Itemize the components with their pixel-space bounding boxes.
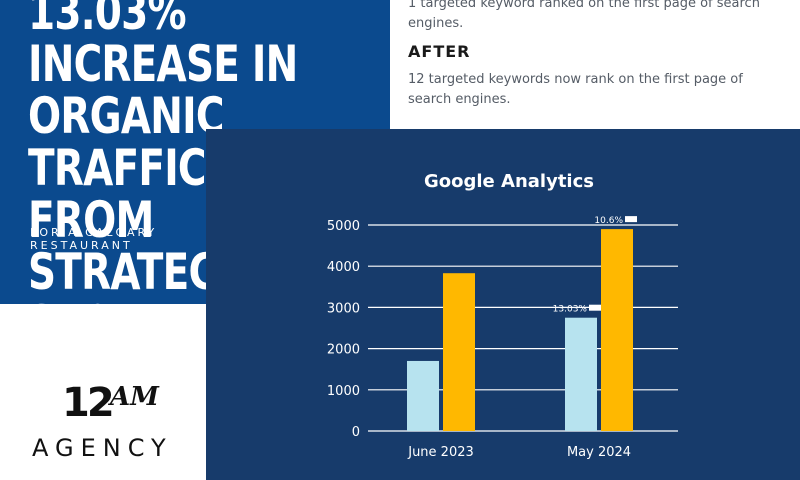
y-tick-label: 4000: [327, 260, 360, 275]
annotation-label: 10.6%: [594, 216, 623, 226]
logo-number: 12: [62, 380, 115, 426]
agency-logo: 12 AM AGENCY: [30, 380, 180, 470]
before-text: 1 targeted keyword ranked on the first p…: [408, 0, 760, 31]
chart-panel: Google Analytics 0 1000 2000 3000 4000 5000 Jun…: [206, 129, 800, 480]
chart-title: Google Analytics: [424, 171, 594, 192]
annotation-label: 13.03%: [553, 305, 588, 315]
subheadline: FOR A CALGARY RESTAURANT: [30, 226, 158, 252]
logo-suffix: AM: [110, 382, 159, 412]
x-tick-label: May 2024: [567, 445, 631, 460]
headline: 13.03% INCREASE IN ORGANIC TRAFFIC FROM …: [28, 0, 298, 353]
annotation-marker: [589, 304, 601, 311]
logo-word: AGENCY: [32, 434, 173, 462]
bar: [601, 229, 633, 431]
bar: [443, 273, 475, 431]
annotation-marker: [625, 216, 637, 223]
after-text: 12 targeted keywords now rank on the fir…: [408, 72, 743, 107]
bar-chart: Google Analytics 0 1000 2000 3000 4000 5000 Jun…: [327, 171, 678, 460]
bar: [565, 317, 597, 431]
y-tick-label: 3000: [327, 301, 360, 316]
after-heading: AFTER: [408, 42, 471, 61]
y-tick-label: 0: [352, 425, 360, 440]
y-tick-label: 1000: [327, 384, 360, 399]
bar: [407, 360, 439, 431]
y-tick-label: 5000: [327, 219, 360, 234]
y-tick-label: 2000: [327, 343, 360, 358]
x-tick-label: June 2023: [407, 445, 474, 460]
